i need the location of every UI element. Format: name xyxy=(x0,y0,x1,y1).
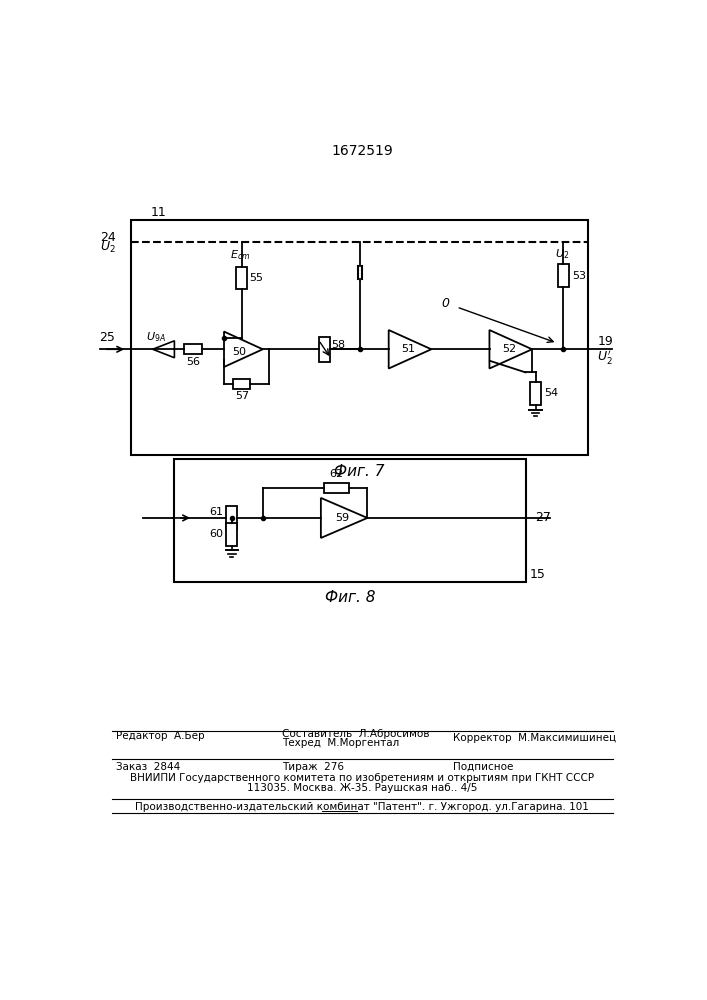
Polygon shape xyxy=(321,498,368,538)
Polygon shape xyxy=(224,332,263,367)
Text: 25: 25 xyxy=(100,331,115,344)
Text: Составитель  Л.Абросимов: Составитель Л.Абросимов xyxy=(282,729,430,739)
Text: 51: 51 xyxy=(402,344,416,354)
Text: 57: 57 xyxy=(235,391,249,401)
Text: 61: 61 xyxy=(209,507,223,517)
Text: $E_{cm}$: $E_{cm}$ xyxy=(230,248,250,262)
Text: 60: 60 xyxy=(209,529,223,539)
Bar xyxy=(324,483,349,493)
Bar xyxy=(185,344,201,354)
Text: 53: 53 xyxy=(572,271,586,281)
Bar xyxy=(320,337,330,362)
Text: $U_2$: $U_2$ xyxy=(100,240,115,255)
Text: 24: 24 xyxy=(100,231,115,244)
Text: 62: 62 xyxy=(329,469,344,479)
Text: Тираж  276: Тираж 276 xyxy=(282,762,344,772)
Text: Фиг. 7: Фиг. 7 xyxy=(334,464,385,479)
Text: 11: 11 xyxy=(151,206,166,219)
Text: $U_2$: $U_2$ xyxy=(555,247,569,261)
Bar xyxy=(530,382,541,405)
Text: $U_2'$: $U_2'$ xyxy=(597,348,613,366)
Text: Производственно-издательский комбинат "Патент". г. Ужгород. ул.Гагарина. 101: Производственно-издательский комбинат "П… xyxy=(135,802,589,812)
Text: 55: 55 xyxy=(249,273,263,283)
Text: $U_{9A}$: $U_{9A}$ xyxy=(146,330,165,344)
Text: Редактор  А.Бер: Редактор А.Бер xyxy=(115,731,204,741)
Bar xyxy=(174,459,526,582)
Text: Заказ  2844: Заказ 2844 xyxy=(115,762,180,772)
Text: 58: 58 xyxy=(332,340,346,350)
Bar xyxy=(236,267,247,289)
Bar xyxy=(233,379,250,389)
Text: Фиг. 8: Фиг. 8 xyxy=(325,590,375,605)
Text: 0: 0 xyxy=(441,297,449,310)
Bar xyxy=(226,506,237,529)
Text: Техред  М.Моргентал: Техред М.Моргентал xyxy=(282,738,399,748)
Text: 15: 15 xyxy=(530,568,546,581)
Text: 27: 27 xyxy=(535,511,551,524)
Bar xyxy=(558,264,569,287)
Text: 52: 52 xyxy=(502,344,516,354)
Text: 19: 19 xyxy=(597,335,613,348)
Text: 56: 56 xyxy=(186,357,200,367)
Polygon shape xyxy=(489,330,532,369)
Bar xyxy=(226,523,237,546)
Bar xyxy=(131,220,588,455)
Text: 1672519: 1672519 xyxy=(331,144,393,158)
Text: Подписное: Подписное xyxy=(452,762,513,772)
Text: 113035. Москва. Ж-35. Раушская наб.. 4/5: 113035. Москва. Ж-35. Раушская наб.. 4/5 xyxy=(247,783,477,793)
Text: ВНИИПИ Государственного комитета по изобретениям и открытиям при ГКНТ СССР: ВНИИПИ Государственного комитета по изоб… xyxy=(130,773,594,783)
Text: 59: 59 xyxy=(336,513,350,523)
Text: Корректор  М.Максимишинец: Корректор М.Максимишинец xyxy=(452,733,616,743)
Polygon shape xyxy=(389,330,431,369)
Text: 54: 54 xyxy=(544,388,558,398)
Text: 50: 50 xyxy=(233,347,247,357)
Polygon shape xyxy=(153,341,175,358)
